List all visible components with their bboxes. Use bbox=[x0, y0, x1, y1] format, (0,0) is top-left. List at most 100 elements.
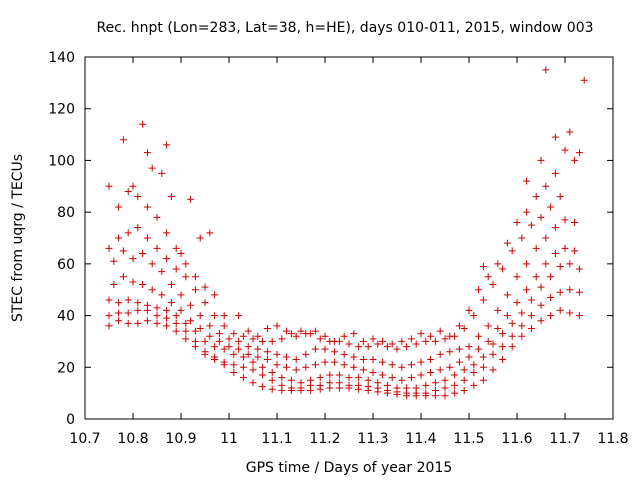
data-point bbox=[518, 309, 526, 317]
data-point bbox=[350, 363, 358, 371]
data-point bbox=[259, 363, 267, 371]
data-point bbox=[139, 250, 147, 258]
data-point bbox=[508, 343, 516, 351]
data-point bbox=[374, 340, 382, 348]
data-point bbox=[451, 381, 459, 389]
data-point bbox=[508, 319, 516, 327]
data-point bbox=[191, 286, 199, 294]
data-point bbox=[249, 358, 257, 366]
data-point bbox=[479, 262, 487, 270]
data-point bbox=[398, 376, 406, 384]
data-point bbox=[220, 345, 228, 353]
data-point bbox=[134, 306, 142, 314]
data-point bbox=[311, 361, 319, 369]
data-point bbox=[470, 368, 478, 376]
data-point bbox=[273, 361, 281, 369]
data-point bbox=[475, 286, 483, 294]
data-point bbox=[494, 325, 502, 332]
data-point bbox=[575, 149, 583, 157]
data-point bbox=[307, 376, 315, 384]
data-point bbox=[350, 330, 358, 338]
data-point bbox=[451, 389, 459, 397]
data-point bbox=[513, 299, 521, 307]
data-point bbox=[523, 286, 531, 294]
data-point bbox=[508, 247, 516, 255]
data-point bbox=[475, 345, 483, 353]
data-point bbox=[148, 260, 156, 268]
data-point bbox=[187, 317, 195, 325]
data-point bbox=[417, 371, 425, 379]
data-point bbox=[225, 335, 233, 343]
data-point bbox=[465, 306, 473, 314]
data-point bbox=[158, 169, 166, 177]
data-point bbox=[460, 366, 468, 374]
data-point bbox=[479, 363, 487, 371]
data-point bbox=[273, 350, 281, 358]
data-point bbox=[278, 335, 286, 343]
data-point bbox=[292, 356, 300, 364]
data-point bbox=[287, 384, 295, 392]
y-tick-label: 120 bbox=[48, 102, 75, 118]
data-point bbox=[311, 327, 319, 335]
data-point bbox=[359, 337, 367, 345]
data-point bbox=[167, 299, 175, 307]
data-point bbox=[575, 312, 583, 320]
data-point bbox=[215, 330, 223, 338]
data-point bbox=[321, 345, 329, 353]
data-point bbox=[383, 343, 391, 351]
data-point bbox=[374, 379, 382, 387]
data-point bbox=[254, 332, 262, 340]
data-point bbox=[230, 330, 238, 338]
data-point bbox=[230, 368, 238, 376]
data-point bbox=[441, 376, 449, 384]
data-point bbox=[302, 363, 310, 371]
data-point bbox=[451, 371, 459, 379]
data-point bbox=[566, 260, 574, 268]
data-point bbox=[503, 291, 511, 299]
data-point bbox=[470, 312, 478, 320]
data-point bbox=[235, 337, 243, 345]
data-point bbox=[369, 368, 377, 376]
y-tick-label: 80 bbox=[57, 205, 75, 221]
data-point bbox=[455, 345, 463, 353]
data-point bbox=[556, 288, 564, 296]
data-point bbox=[263, 325, 271, 332]
data-point bbox=[455, 358, 463, 366]
data-point bbox=[494, 306, 502, 314]
data-point bbox=[503, 239, 511, 247]
data-point bbox=[561, 244, 569, 252]
data-point bbox=[407, 361, 415, 369]
data-point bbox=[436, 327, 444, 335]
data-point bbox=[172, 327, 180, 335]
data-point bbox=[345, 374, 353, 382]
data-point bbox=[542, 260, 550, 268]
data-point bbox=[441, 335, 449, 343]
data-point bbox=[403, 343, 411, 351]
data-points bbox=[105, 66, 588, 400]
data-point bbox=[158, 291, 166, 299]
data-point bbox=[287, 330, 295, 338]
data-point bbox=[537, 283, 545, 291]
data-point bbox=[499, 330, 507, 338]
x-tick-label: 11.7 bbox=[549, 431, 580, 447]
data-point bbox=[124, 187, 132, 195]
y-axis-label: STEC from uqrg / TECUs bbox=[10, 154, 26, 322]
data-point bbox=[523, 260, 531, 268]
data-point bbox=[211, 353, 219, 361]
data-point bbox=[268, 376, 276, 384]
data-point bbox=[196, 234, 204, 242]
data-point bbox=[446, 348, 454, 356]
data-point bbox=[326, 379, 334, 387]
data-point bbox=[119, 136, 127, 144]
data-point bbox=[571, 156, 579, 164]
data-point bbox=[239, 332, 247, 340]
data-point bbox=[283, 353, 291, 361]
data-point bbox=[359, 366, 367, 374]
data-point bbox=[172, 265, 180, 273]
data-point bbox=[398, 363, 406, 371]
data-point bbox=[105, 244, 113, 252]
data-point bbox=[470, 361, 478, 369]
x-axis-label: GPS time / Days of year 2015 bbox=[246, 460, 453, 476]
data-point bbox=[220, 358, 228, 366]
